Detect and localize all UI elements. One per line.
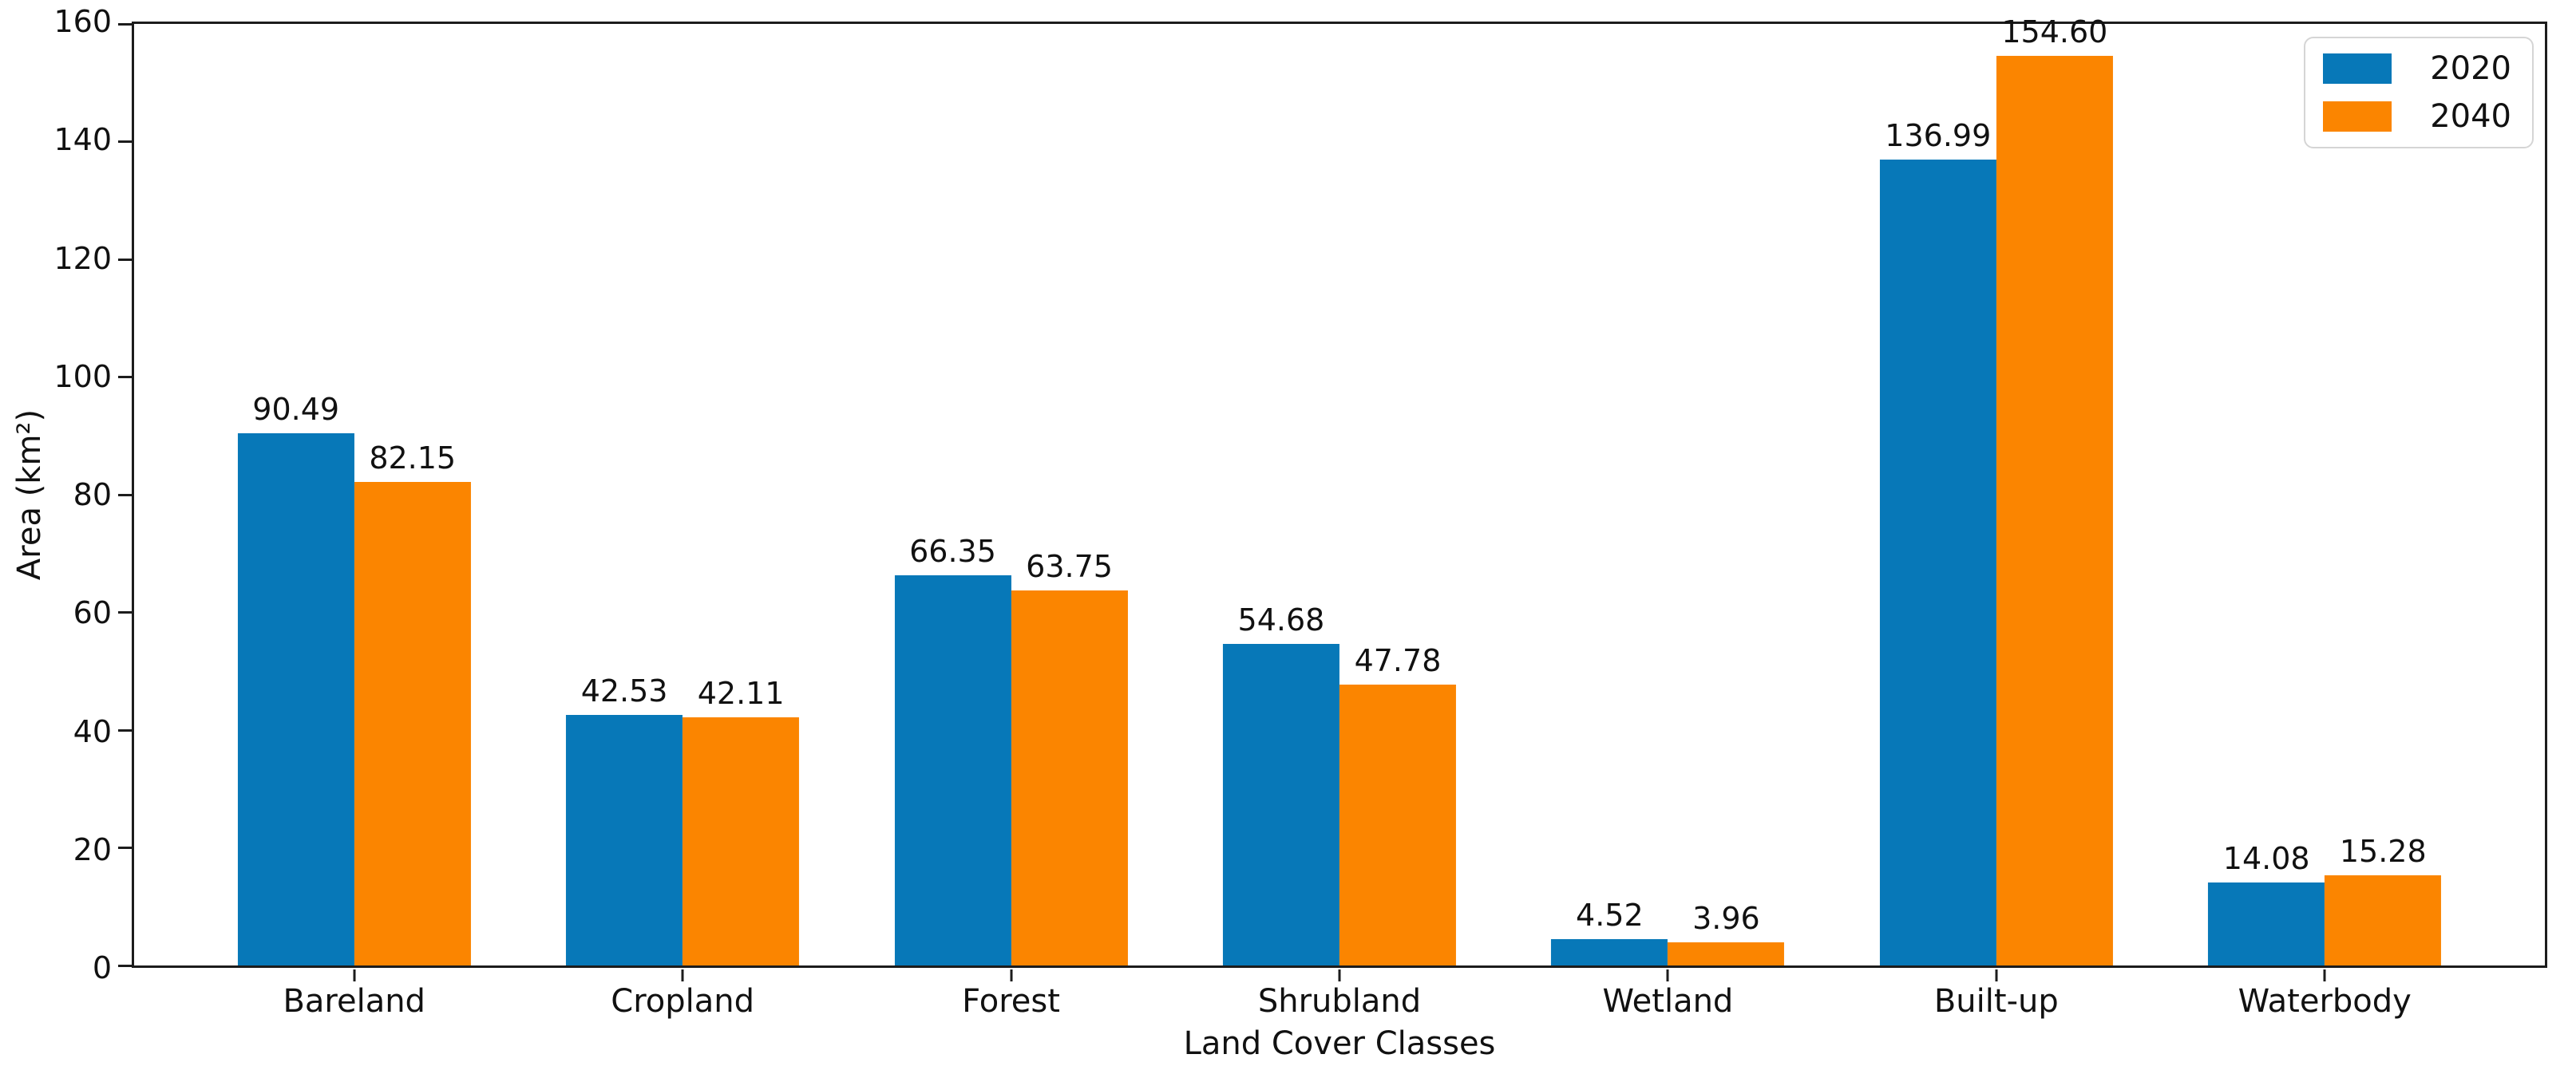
bar-value-label-2040-bareland: 82.15 bbox=[369, 440, 457, 476]
bar-2040-cropland: 42.11 bbox=[683, 677, 800, 965]
y-tick-label-80: 80 bbox=[73, 477, 112, 512]
x-category-label-forest: Forest bbox=[962, 983, 1060, 1020]
bar-2040-waterbody: 15.28 bbox=[2325, 835, 2442, 965]
bar-2020-built-up: 136.99 bbox=[1879, 119, 1996, 965]
x-tick-mark bbox=[2323, 969, 2326, 981]
bar-group-cropland: 42.53 42.11 Cropland bbox=[518, 24, 846, 1020]
bar-value-label-2020-cropland: 42.53 bbox=[580, 673, 668, 709]
y-tick-mark bbox=[118, 847, 132, 849]
bar-value-label-2040-waterbody: 15.28 bbox=[2339, 834, 2427, 870]
y-tick-label-20: 20 bbox=[73, 831, 112, 867]
bar-group-wetland: 4.52 3.96 Wetland bbox=[1504, 24, 1832, 1020]
plot-area: 90.49 82.15 Bareland 42.53 42.11 Cropland 66.3… bbox=[118, 15, 2547, 1020]
legend: 2020 2040 bbox=[2304, 37, 2534, 148]
x-tick-mark bbox=[1995, 969, 1998, 981]
bar-pair-cropland: 42.53 42.11 bbox=[566, 24, 800, 965]
y-tick-mark bbox=[118, 493, 132, 496]
y-tick-label-140: 140 bbox=[53, 122, 112, 158]
x-tick-mark bbox=[1338, 969, 1341, 981]
legend-label-2020: 2020 bbox=[2430, 50, 2511, 87]
legend-swatch-2020 bbox=[2323, 53, 2392, 84]
y-tick-label-120: 120 bbox=[53, 240, 112, 276]
bar-2020-forest: 66.35 bbox=[894, 535, 1011, 965]
y-tick-mark bbox=[118, 964, 132, 967]
y-tick-mark bbox=[118, 376, 132, 378]
y-tick-mark bbox=[118, 611, 132, 614]
legend-entry-2020: 2020 bbox=[2323, 51, 2511, 86]
x-category-label-shrubland: Shrubland bbox=[1257, 983, 1422, 1020]
x-tick-mark bbox=[353, 969, 356, 981]
x-category-label-cropland: Cropland bbox=[611, 983, 754, 1020]
bar-value-label-2020-bareland: 90.49 bbox=[252, 391, 340, 427]
bar-2020-waterbody: 14.08 bbox=[2208, 842, 2325, 965]
y-tick-label-160: 160 bbox=[53, 4, 112, 39]
x-tick-mark bbox=[1010, 969, 1013, 981]
bar-groups-row: 90.49 82.15 Bareland 42.53 42.11 Cropland 66.3… bbox=[134, 15, 2545, 1020]
y-tick-mark bbox=[118, 258, 132, 261]
bar-value-label-2040-wetland: 3.96 bbox=[1692, 900, 1760, 936]
bar-pair-forest: 66.35 63.75 bbox=[894, 24, 1128, 965]
y-tick-label-60: 60 bbox=[73, 595, 112, 631]
bar-pair-bareland: 90.49 82.15 bbox=[237, 24, 471, 965]
y-tick-mark bbox=[118, 140, 132, 143]
bar-value-label-2040-shrubland: 47.78 bbox=[1354, 642, 1442, 678]
y-tick-label-0: 0 bbox=[92, 950, 112, 985]
legend-label-2040: 2040 bbox=[2430, 98, 2511, 135]
bar-2040-wetland: 3.96 bbox=[1668, 902, 1785, 965]
bar-2020-bareland: 90.49 bbox=[237, 393, 354, 965]
y-tick-mark bbox=[118, 728, 132, 732]
x-axis-title: Land Cover Classes bbox=[1183, 1025, 1496, 1062]
y-axis-tick-labels: 0 20 40 60 80 100 120 140 160 bbox=[0, 6, 112, 983]
bar-group-forest: 66.35 63.75 Forest bbox=[847, 24, 1175, 1020]
y-tick-mark bbox=[118, 22, 132, 26]
bar-pair-built-up: 136.99 154.60 bbox=[1879, 15, 2113, 965]
legend-entry-2040: 2040 bbox=[2323, 99, 2511, 134]
bar-pair-shrubland: 54.68 47.78 bbox=[1222, 24, 1457, 965]
x-category-label-bareland: Bareland bbox=[283, 983, 425, 1020]
bar-2040-built-up: 154.60 bbox=[1996, 15, 2113, 965]
bar-2040-bareland: 82.15 bbox=[354, 441, 471, 965]
bar-value-label-2040-forest: 63.75 bbox=[1026, 548, 1113, 584]
bar-group-bareland: 90.49 82.15 Bareland bbox=[190, 24, 518, 1020]
bar-pair-wetland: 4.52 3.96 bbox=[1551, 24, 1785, 965]
bar-value-label-2040-cropland: 42.11 bbox=[697, 676, 785, 712]
bar-2020-cropland: 42.53 bbox=[566, 674, 683, 965]
bar-2020-shrubland: 54.68 bbox=[1222, 603, 1339, 965]
x-category-label-wetland: Wetland bbox=[1602, 983, 1734, 1020]
bar-2040-forest: 63.75 bbox=[1011, 550, 1128, 965]
bar-value-label-2020-wetland: 4.52 bbox=[1576, 897, 1644, 933]
bar-2040-shrubland: 47.78 bbox=[1339, 644, 1457, 965]
bar-group-waterbody: 14.08 15.28 Waterbody bbox=[2161, 24, 2489, 1020]
x-tick-mark bbox=[1666, 969, 1669, 981]
legend-entries: 2020 2040 bbox=[2323, 51, 2511, 134]
bar-value-label-2020-waterbody: 14.08 bbox=[2222, 841, 2310, 877]
bar-group-shrubland: 54.68 47.78 Shrubland bbox=[1175, 24, 1503, 1020]
bar-value-label-2020-shrubland: 54.68 bbox=[1237, 602, 1325, 638]
x-category-label-waterbody: Waterbody bbox=[2238, 983, 2412, 1020]
x-tick-mark bbox=[681, 969, 684, 981]
bar-value-label-2020-built-up: 136.99 bbox=[1885, 117, 1992, 153]
bar-group-built-up: 136.99 154.60 Built-up bbox=[1832, 15, 2160, 1020]
bar-2020-wetland: 4.52 bbox=[1551, 898, 1668, 965]
y-tick-label-100: 100 bbox=[53, 358, 112, 394]
bar-value-label-2040-built-up: 154.60 bbox=[2001, 14, 2108, 49]
bar-value-label-2020-forest: 66.35 bbox=[909, 533, 996, 569]
x-category-label-built-up: Built-up bbox=[1933, 983, 2059, 1020]
bar-pair-waterbody: 14.08 15.28 bbox=[2208, 24, 2442, 965]
y-tick-label-40: 40 bbox=[73, 713, 112, 749]
legend-swatch-2040 bbox=[2323, 101, 2392, 132]
